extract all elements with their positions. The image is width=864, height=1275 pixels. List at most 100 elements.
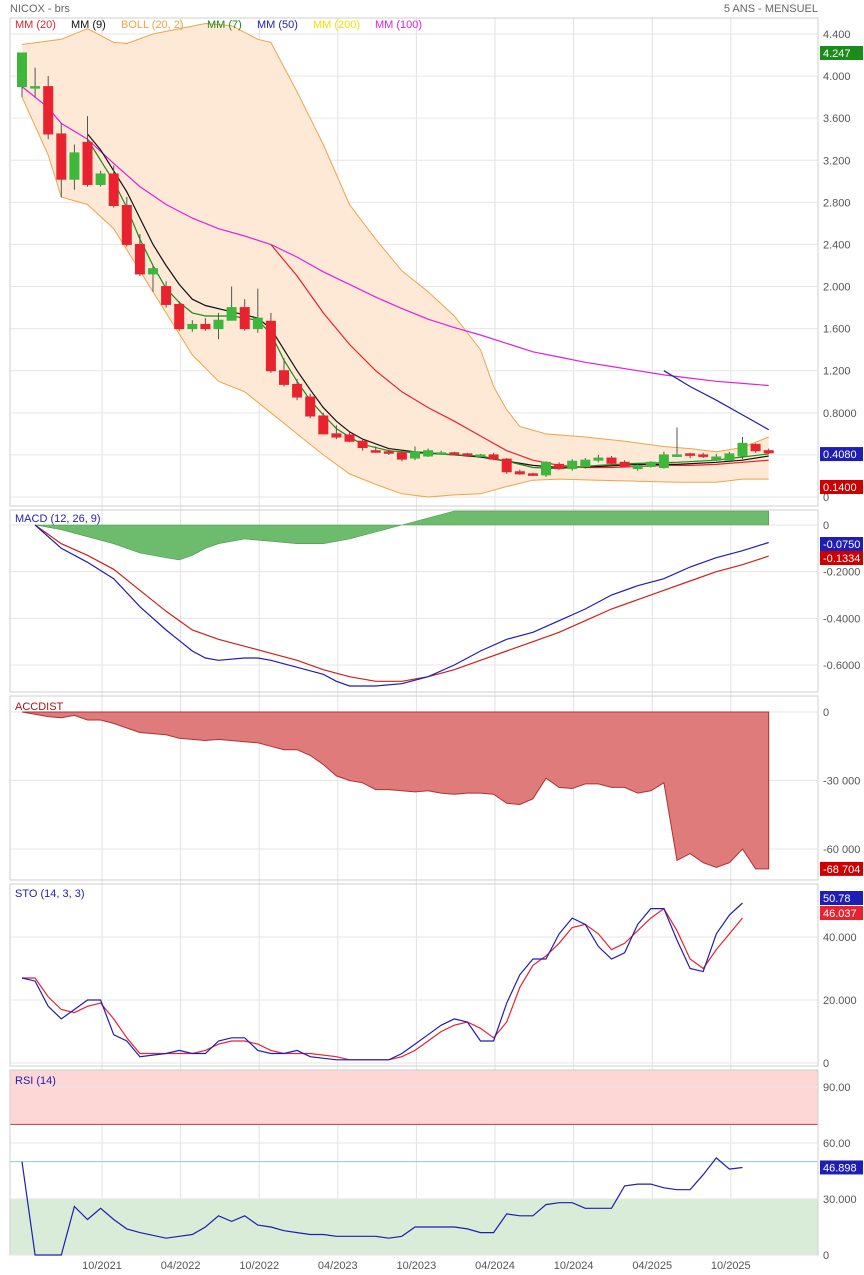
- candle-body: [580, 459, 591, 467]
- y-tick-label: -0.6000: [823, 660, 860, 672]
- candle-body: [69, 152, 80, 180]
- candle-body: [593, 457, 604, 461]
- candle-body: [17, 52, 27, 88]
- value-badge-label: 46.037: [823, 908, 857, 920]
- panel-frame: [9, 695, 819, 881]
- legend-entry: MM (7): [207, 19, 242, 31]
- y-tick-label: 2.400: [823, 239, 851, 251]
- legend-entry: BOLL (20, 2): [121, 19, 184, 31]
- candle-body: [632, 464, 643, 470]
- rsi-overbought-zone: [10, 1070, 818, 1125]
- panel-frame: [9, 509, 819, 693]
- candle-body: [265, 320, 276, 372]
- value-badge-label: 46.898: [823, 1162, 857, 1174]
- value-badge-label: 0.1400: [823, 482, 857, 494]
- y-tick-label: 0.8000: [823, 408, 857, 420]
- y-tick-label: 4.400: [823, 29, 851, 41]
- y-tick-label: 2.000: [823, 282, 851, 294]
- candle-body: [108, 173, 119, 207]
- x-tick-label: 04/2024: [475, 1260, 515, 1272]
- y-tick-label: 0: [823, 1250, 829, 1262]
- x-tick-label: 10/2024: [554, 1260, 594, 1272]
- macd-panel: 0 -0.2000 -0.4000 -0.6000 MACD (12, 26, 9) -0…: [9, 509, 863, 693]
- y-tick-label: 4.000: [823, 71, 851, 83]
- candle-body: [95, 173, 106, 185]
- panel-title: ACCDIST: [15, 701, 64, 713]
- candle-body: [370, 450, 381, 453]
- legend-entry: MM (20): [15, 19, 56, 31]
- candle-body: [121, 205, 132, 245]
- legend-entry: MM (100): [375, 19, 422, 31]
- rsi-line: [21, 1157, 743, 1256]
- y-tick-label: 40.000: [823, 932, 857, 944]
- y-tick-label: -30 000: [823, 776, 860, 788]
- candle-body: [82, 141, 93, 185]
- candle-body: [383, 451, 394, 454]
- candle-body: [161, 286, 172, 305]
- candle-body: [711, 456, 722, 461]
- y-tick-label: 0: [823, 520, 829, 532]
- candle-body: [56, 133, 67, 180]
- candle-body: [619, 461, 630, 467]
- y-tick-label: -60 000: [823, 844, 860, 856]
- value-badge: [820, 891, 863, 905]
- y-tick-label: 1.600: [823, 324, 851, 336]
- candle-body: [436, 452, 447, 455]
- panel-title: STO (14, 3, 3): [15, 888, 85, 900]
- bollinger-upper-line: [21, 22, 769, 453]
- x-tick-label: 10/2021: [82, 1260, 122, 1272]
- panel-frame: [9, 17, 819, 507]
- candle-body: [658, 454, 669, 469]
- candle-body: [567, 460, 578, 470]
- candle-body: [685, 453, 696, 456]
- panel-title: MACD (12, 26, 9): [15, 513, 101, 525]
- candle-body: [475, 454, 486, 457]
- candle-body: [737, 442, 748, 457]
- mm100-line: [21, 86, 769, 387]
- x-tick-label: 10/2022: [239, 1260, 279, 1272]
- rsi-panel: 90.00 60.00 30.000 0 RSI (14) 46.898: [9, 1069, 863, 1262]
- stochastic-k-line: [21, 902, 743, 1061]
- bollinger-band-fill: [22, 23, 769, 497]
- value-badge: [820, 1160, 863, 1175]
- x-tick-label: 10/2023: [397, 1260, 437, 1272]
- candle-body: [672, 454, 682, 457]
- candle-body: [527, 473, 538, 476]
- candle-body: [750, 443, 761, 452]
- y-tick-label: 60.00: [823, 1138, 851, 1150]
- y-tick-label: 30.000: [823, 1194, 857, 1206]
- x-tick-label: 04/2025: [632, 1260, 672, 1272]
- candle-body: [174, 303, 185, 330]
- value-badge: [820, 46, 863, 60]
- y-tick-label: 3.200: [823, 155, 851, 167]
- candle-body: [724, 453, 735, 461]
- bollinger-lower-line: [21, 96, 769, 498]
- y-tick-label: 0: [823, 707, 829, 719]
- x-tick-label: 10/2025: [711, 1260, 751, 1272]
- candle-body: [43, 86, 54, 135]
- value-badge: [820, 551, 863, 565]
- value-badge: [820, 861, 863, 876]
- value-badge-label: 0.4080: [823, 449, 857, 461]
- candle-body: [318, 415, 329, 435]
- candle-body: [462, 453, 473, 456]
- y-tick-label: 3.600: [823, 113, 851, 125]
- candle-body: [279, 370, 289, 385]
- mm20-line: [270, 244, 769, 469]
- candle-body: [30, 86, 41, 89]
- x-axis: 10/2021 04/2022 10/2022 04/2023 10/2023 04/20…: [82, 1260, 751, 1272]
- chart-period: 5 ANS - MENSUEL: [723, 3, 818, 15]
- candle-body: [554, 463, 565, 470]
- macd-signal-line: [34, 524, 769, 682]
- candle-body: [213, 319, 224, 330]
- y-tick-label: 1.200: [823, 366, 851, 378]
- legend-entry: MM (200): [313, 19, 360, 31]
- candle-body: [134, 243, 145, 275]
- y-tick-label: 20.000: [823, 995, 857, 1007]
- y-tick-label: 0: [823, 492, 829, 504]
- candle-body: [331, 433, 342, 438]
- value-badge: [820, 480, 863, 494]
- candle-body: [396, 452, 407, 460]
